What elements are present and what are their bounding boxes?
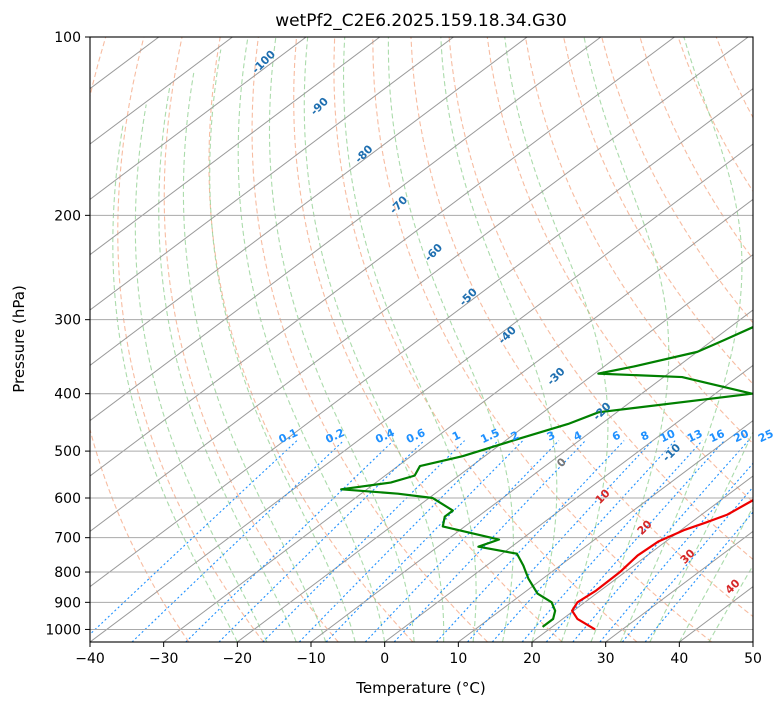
- moist-adiabat-line: [504, 37, 609, 642]
- mixing-ratio-line: [644, 511, 753, 642]
- mixing-ratio-line: [131, 440, 345, 642]
- y-tick-label: 600: [54, 491, 81, 507]
- y-tick-label: 1000: [45, 622, 81, 638]
- moist-adiabat-line: [583, 37, 670, 642]
- mixing-ratio-line: [185, 440, 394, 642]
- isotherm-line: [604, 530, 753, 642]
- mixing-ratio-label: 13: [685, 427, 704, 445]
- plot-frame: [89, 36, 754, 643]
- mixing-ratio-line: [436, 440, 625, 642]
- dry-adiabat-line: [486, 37, 753, 503]
- mixing-ratio-line: [467, 440, 653, 642]
- x-tick-label: −10: [296, 651, 326, 667]
- x-tick-label: 40: [670, 651, 688, 667]
- y-tick-label: 900: [54, 595, 81, 611]
- moist-adiabat-line: [708, 564, 753, 642]
- isotherm-line: [90, 37, 676, 477]
- x-tick-label: 20: [523, 651, 541, 667]
- temperature-profile-line: [571, 498, 753, 631]
- x-tick-label: 10: [449, 651, 467, 667]
- x-tick-label: 0: [380, 651, 389, 667]
- mixing-ratio-label: 25: [756, 427, 775, 445]
- mixing-ratio-line: [90, 440, 298, 636]
- moist-adiabat-line: [303, 37, 445, 642]
- mixing-ratio-line: [393, 440, 586, 642]
- mixing-ratio-label: 16: [707, 427, 727, 445]
- moist-adiabat-line: [619, 37, 743, 642]
- isotherm-line: [90, 88, 753, 588]
- mixing-ratio-line: [491, 440, 676, 642]
- y-tick-label: 700: [54, 531, 81, 547]
- mixing-ratio-line: [364, 440, 560, 642]
- plot-area: [90, 37, 775, 642]
- isotherm-line: [90, 37, 234, 145]
- mixing-ratio-line: [325, 440, 524, 642]
- isotherm-line: [90, 37, 381, 256]
- moist-adiabat-line: [209, 49, 356, 642]
- isotherm-line: [90, 37, 307, 200]
- dry-adiabat-line: [163, 37, 339, 642]
- dry-adiabat-line: [448, 37, 753, 561]
- moist-adiabat-line: [440, 37, 558, 642]
- x-tick-label: −30: [149, 651, 179, 667]
- isotherm-line: [236, 254, 753, 642]
- dry-adiabat-line: [117, 37, 264, 642]
- y-tick-label: 800: [54, 565, 81, 581]
- isotherm-line: [90, 143, 753, 642]
- y-tick-label: 500: [54, 444, 81, 460]
- dry-adiabat-line: [524, 37, 753, 445]
- moist-adiabat-line: [182, 72, 327, 642]
- moist-adiabat-line: [387, 37, 514, 642]
- isotherm-line: [457, 420, 753, 642]
- mixing-ratio-line: [521, 440, 703, 642]
- isotherm-line: [162, 198, 753, 642]
- isotherm-line: [90, 37, 749, 532]
- x-tick-label: 30: [597, 651, 615, 667]
- mixing-ratio-line: [572, 440, 749, 642]
- isotherm-line: [531, 475, 753, 642]
- dry-adiabat-line: [754, 37, 775, 642]
- chart-title: wetPf2_C2E6.2025.159.18.34.G30: [275, 11, 567, 31]
- moist-adiabat-line: [158, 83, 297, 642]
- x-tick-label: −40: [75, 651, 105, 667]
- dry-adiabat-line: [563, 37, 753, 385]
- mixing-ratio-label: 10: [658, 427, 678, 445]
- moist-adiabat-line: [342, 37, 477, 642]
- y-tick-label: 100: [54, 30, 81, 46]
- x-axis-label: Temperature (°C): [355, 679, 485, 697]
- dry-adiabat-line: [410, 37, 753, 618]
- y-tick-label: 200: [54, 208, 81, 224]
- mixing-ratio-line: [621, 486, 753, 642]
- mixing-ratio-line: [298, 440, 499, 642]
- moist-adiabat-line: [134, 104, 268, 642]
- y-axis-label: Pressure (hPa): [10, 285, 28, 393]
- mixing-ratio-line: [545, 440, 725, 642]
- dewpoint-profile-line: [340, 325, 753, 628]
- mixing-ratio-line: [218, 440, 425, 642]
- mixing-ratio-label: 20: [732, 427, 752, 445]
- isotherm-line: [383, 364, 753, 642]
- isotherm-line: [90, 37, 602, 422]
- isotherm-line: [310, 309, 753, 642]
- dry-adiabat-line: [333, 37, 638, 642]
- dry-adiabat-line: [601, 37, 753, 324]
- y-tick-label: 300: [54, 313, 81, 329]
- dry-adiabat-line: [90, 37, 190, 642]
- isotherm-line: [90, 37, 528, 366]
- axes: −40 −30 −20 −10 0 10 20 30 40 50 100 200 300 400 500 60…: [45, 30, 762, 667]
- x-tick-label: 50: [744, 651, 762, 667]
- isotherm-line: [90, 37, 455, 311]
- dry-adiabat-line: [293, 37, 563, 642]
- mixing-ratio-line: [599, 462, 753, 642]
- y-tick-label: 400: [54, 387, 81, 403]
- moist-adiabat-line: [237, 37, 386, 642]
- moist-adiabat-line: [112, 123, 238, 642]
- x-tick-label: −20: [223, 651, 253, 667]
